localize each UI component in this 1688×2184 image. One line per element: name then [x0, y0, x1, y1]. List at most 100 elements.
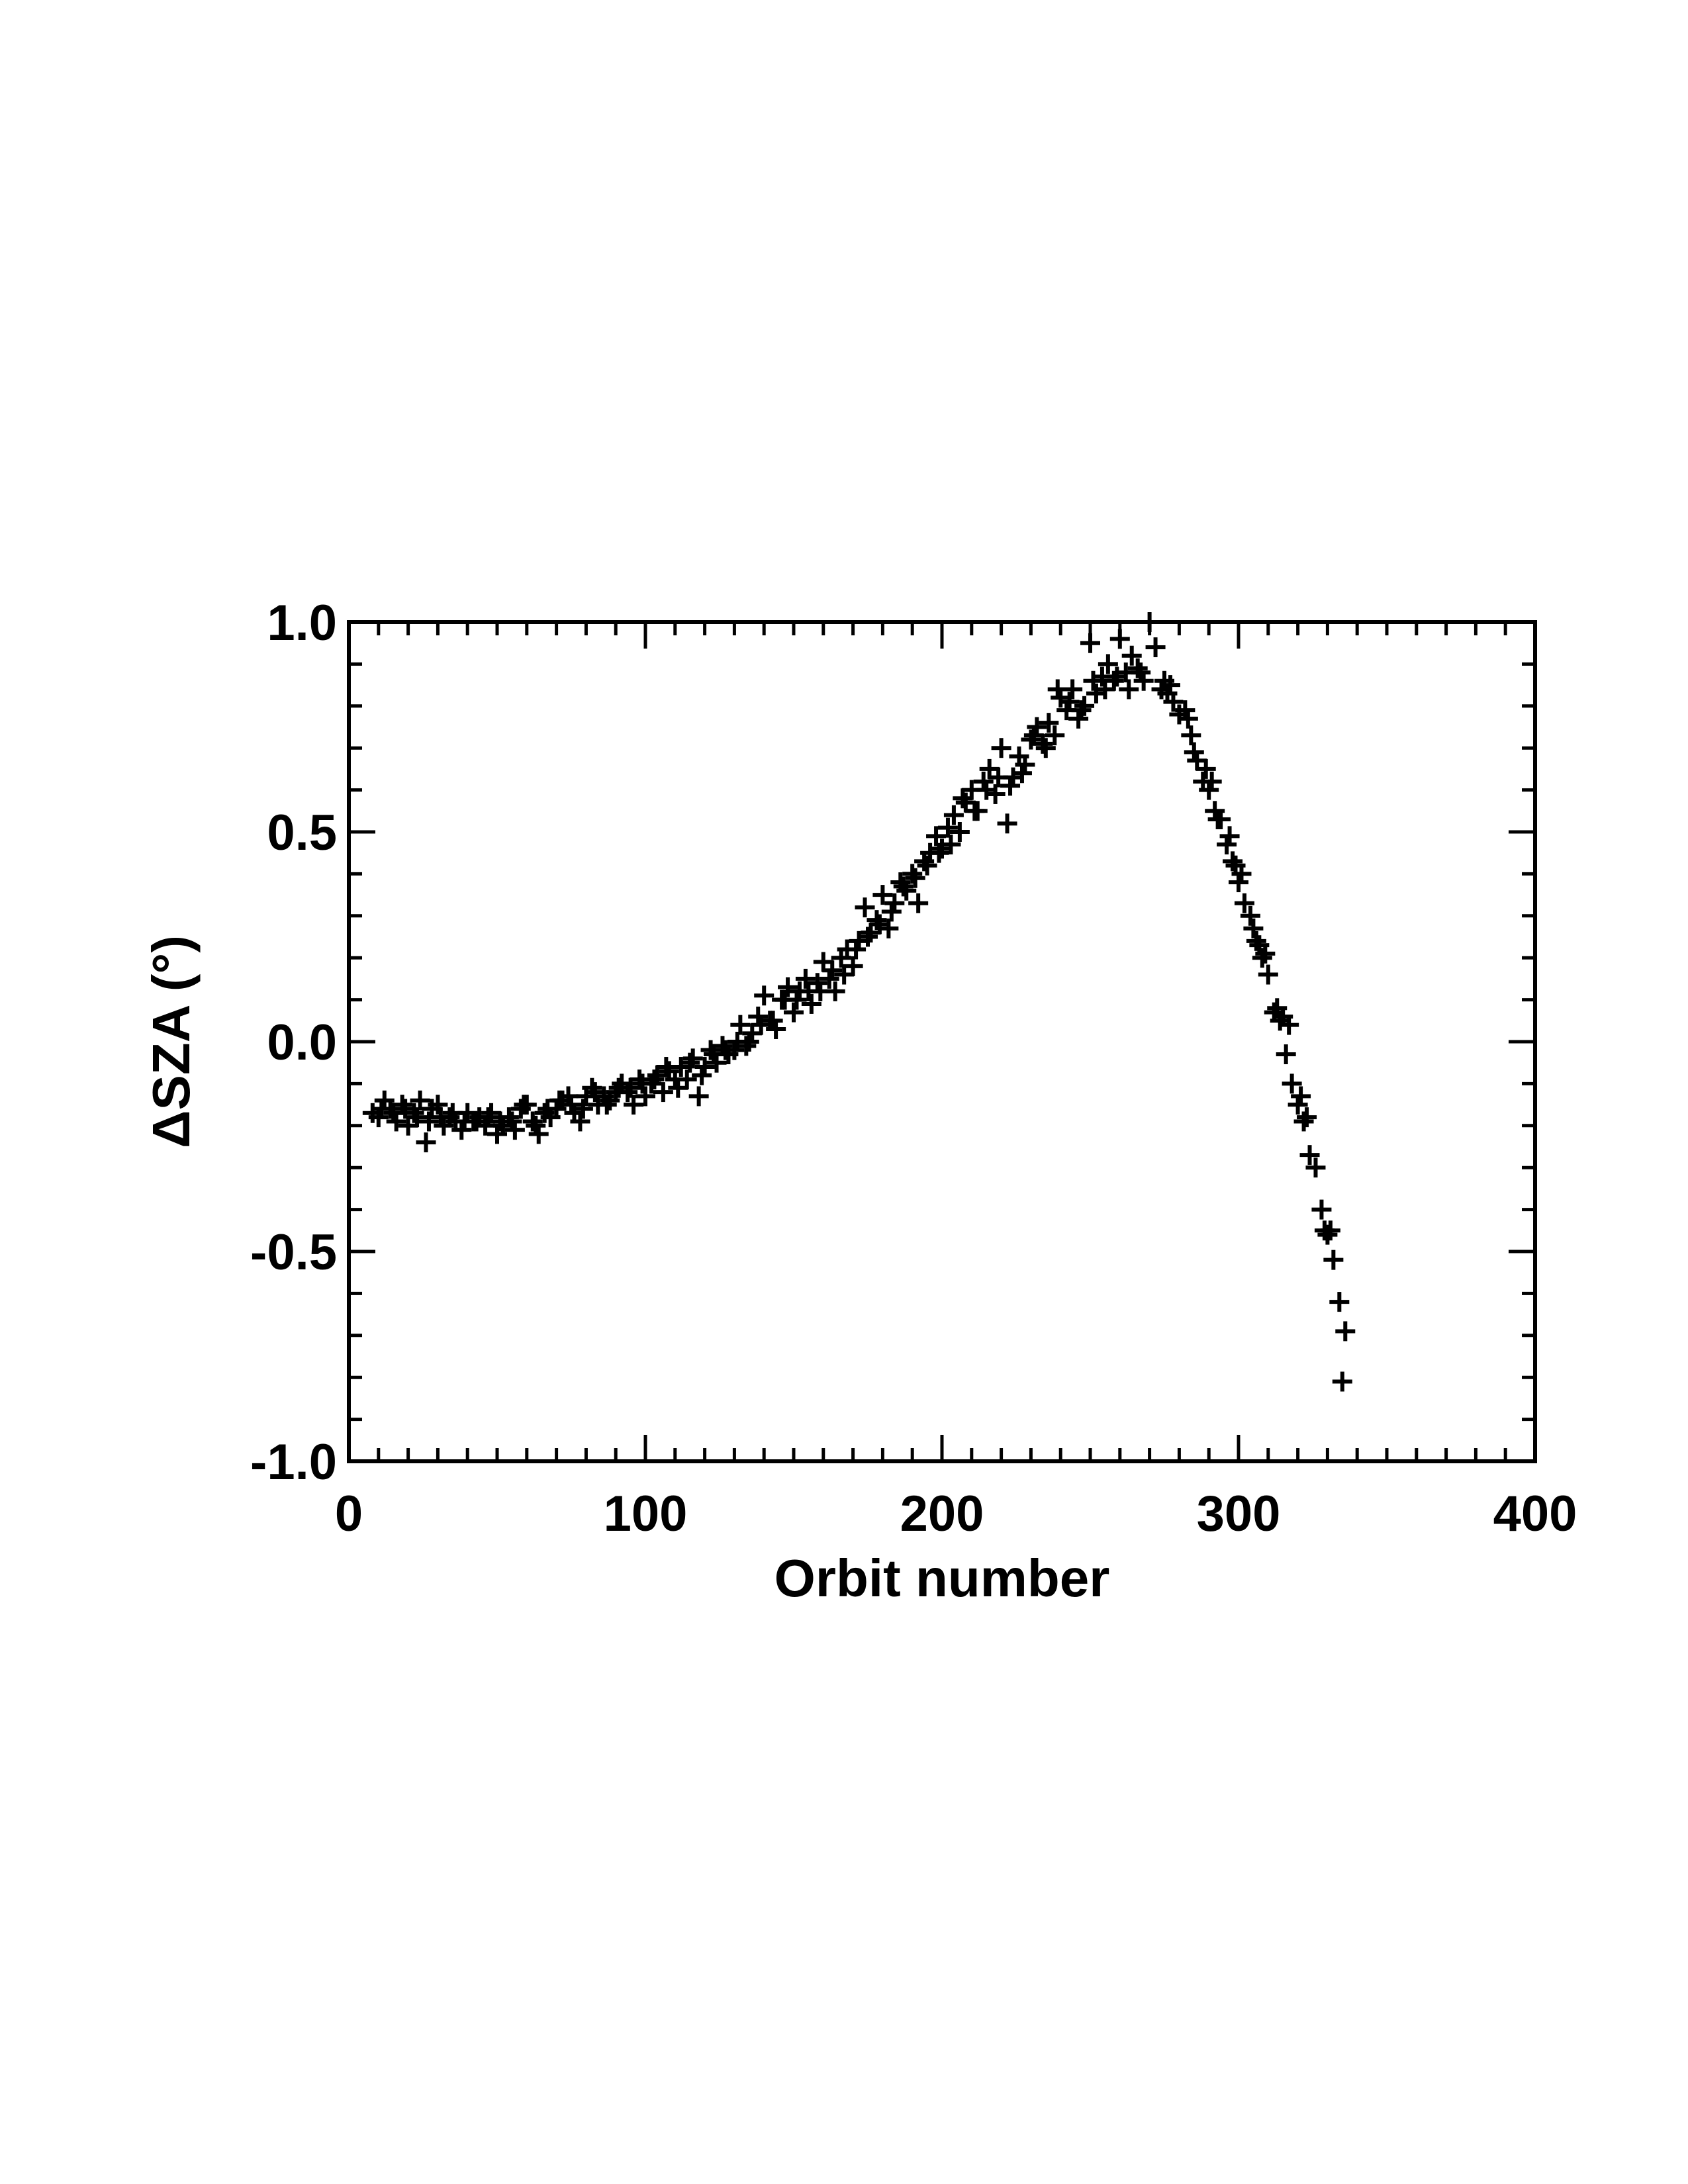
data-point: [1131, 662, 1151, 683]
data-point: [736, 1036, 757, 1056]
data-point: [855, 897, 875, 918]
data-point: [704, 1044, 724, 1065]
data-point: [941, 835, 961, 855]
data-point: [498, 1107, 519, 1128]
data-point: [778, 977, 798, 997]
axis-tick-labels: 0 100 200 300 400 -1.0 -0.5 0.0 0.5 1.0: [250, 595, 1577, 1542]
data-point: [795, 968, 816, 989]
data-point: [618, 1082, 638, 1103]
data-point: [896, 880, 917, 901]
y-axis-title: ΔSZA (°): [142, 935, 201, 1148]
data-point: [416, 1132, 436, 1153]
data-point: [1332, 1371, 1352, 1392]
plot-frame: [347, 620, 1537, 1463]
data-point: [371, 1099, 392, 1119]
data-point: [1249, 935, 1270, 956]
data-point: [656, 1057, 677, 1077]
data-point: [1023, 725, 1044, 746]
data-point: [905, 868, 925, 888]
data-point: [1109, 629, 1130, 649]
data-point: [1181, 725, 1201, 746]
data-point: [754, 985, 774, 1006]
data-point: [1196, 758, 1216, 779]
data-point: [682, 1048, 703, 1069]
data-point: [1011, 763, 1032, 784]
x-tick-label: 100: [604, 1486, 688, 1542]
data-point: [1107, 666, 1127, 687]
data-point: [727, 1032, 747, 1052]
data-point: [526, 1115, 546, 1136]
data-point: [1000, 776, 1021, 796]
data-point: [1121, 645, 1142, 666]
data-point: [1276, 1044, 1296, 1065]
data-point: [1314, 1220, 1335, 1241]
data-point: [822, 960, 843, 981]
data-point: [902, 864, 923, 884]
data-point: [1234, 893, 1254, 913]
data-point: [478, 1107, 498, 1128]
data-point: [1223, 851, 1243, 872]
data-point: [608, 1077, 629, 1098]
x-axis-title: Orbit number: [774, 1549, 1110, 1608]
data-point: [834, 964, 855, 985]
data-point: [573, 1099, 593, 1119]
data-point: [1252, 948, 1272, 968]
data-point: [522, 1111, 543, 1132]
data-point: [514, 1095, 534, 1115]
data-point: [1083, 670, 1103, 691]
data-point: [635, 1086, 655, 1107]
data-point: [644, 1069, 665, 1090]
data-point: [430, 1107, 451, 1128]
data-point: [1207, 809, 1228, 829]
data-point: [1311, 1199, 1332, 1220]
data-point: [929, 842, 949, 863]
data-point: [1045, 725, 1065, 746]
data-point: [715, 1040, 735, 1060]
data-point: [680, 1052, 700, 1073]
data-point: [932, 839, 952, 859]
data-point: [1323, 1250, 1344, 1270]
data-point: [668, 1077, 688, 1098]
x-tick-label: 200: [900, 1486, 984, 1542]
data-point: [688, 1086, 709, 1107]
data-point: [624, 1095, 644, 1115]
data-point: [692, 1065, 712, 1085]
data-point: [1267, 998, 1288, 1019]
data-point: [1154, 670, 1174, 691]
data-point: [1317, 1224, 1338, 1245]
data-point: [774, 989, 795, 1010]
data-point: [585, 1082, 605, 1103]
data-point: [1243, 918, 1264, 938]
data-point: [1299, 1145, 1320, 1165]
data-point: [428, 1095, 448, 1115]
y-tick-label: 0.0: [267, 1015, 337, 1071]
data-point: [404, 1103, 424, 1123]
x-tick-label: 400: [1493, 1486, 1577, 1542]
data-point: [858, 927, 878, 947]
data-point: [1074, 696, 1095, 716]
data-point: [949, 822, 970, 842]
data-point: [798, 981, 819, 1001]
x-tick-label: 0: [335, 1486, 363, 1542]
data-point: [1119, 679, 1139, 700]
data-point: [561, 1095, 581, 1115]
y-tick-label: -1.0: [250, 1434, 337, 1490]
data-point: [937, 817, 958, 838]
data-point: [985, 784, 1006, 804]
data-point: [1282, 1073, 1302, 1094]
data-point: [1127, 658, 1148, 678]
data-point: [988, 767, 1009, 788]
data-point: [908, 893, 929, 913]
data-points: [362, 612, 1356, 1392]
axis-ticks: [347, 620, 1537, 1463]
y-tick-label: -0.5: [250, 1224, 337, 1281]
data-point: [1184, 742, 1204, 762]
data-point: [784, 1002, 804, 1023]
data-point: [407, 1107, 428, 1128]
data-point: [1305, 1158, 1326, 1178]
data-point: [763, 1011, 783, 1031]
data-point: [997, 813, 1017, 834]
y-tick-label: 1.0: [267, 595, 337, 651]
data-point: [549, 1090, 570, 1111]
data-point: [1098, 654, 1118, 674]
